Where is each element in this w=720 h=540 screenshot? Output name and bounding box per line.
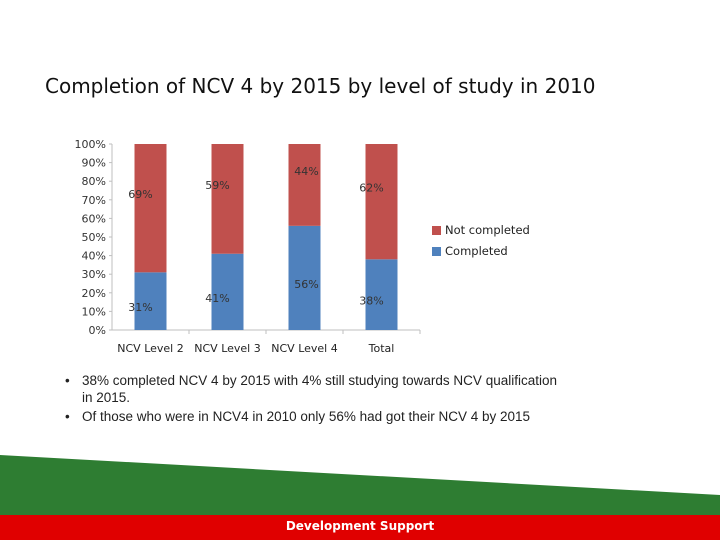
bullet-item: 38% completed NCV 4 by 2015 with 4% stil… [60, 372, 560, 406]
bar-segment-completed [211, 253, 244, 330]
bullet-list: 38% completed NCV 4 by 2015 with 4% stil… [60, 372, 560, 427]
bar-segment-completed [134, 272, 167, 330]
x-tick-label: Total [368, 342, 395, 355]
y-tick-label: 80% [82, 175, 106, 188]
y-tick-label: 50% [82, 231, 106, 244]
data-label: 59% [205, 179, 229, 192]
footer-green-swoosh [0, 455, 720, 515]
legend-swatch [432, 226, 441, 235]
data-label: 69% [128, 188, 152, 201]
legend-label: Completed [445, 244, 508, 258]
data-label: 44% [294, 165, 318, 178]
data-label: 38% [359, 295, 383, 308]
y-tick-label: 100% [75, 138, 106, 151]
bullet-item: Of those who were in NCV4 in 2010 only 5… [60, 408, 560, 425]
legend: Not completed Completed [432, 223, 530, 258]
x-tick-label: NCV Level 4 [271, 342, 337, 355]
data-label: 41% [205, 292, 229, 305]
footer-label: Development Support [285, 519, 435, 533]
y-tick-label: 90% [82, 157, 106, 170]
data-label: 62% [359, 182, 383, 195]
y-tick-label: 70% [82, 194, 106, 207]
y-axis-tick-labels: 0% 10% 20% 30% 40% 50% 60% 70% 80% 90% 100% [75, 138, 112, 337]
y-tick-label: 20% [82, 287, 106, 300]
bar-segment-completed [288, 225, 321, 330]
stacked-bar-chart: 0% 10% 20% 30% 40% 50% 60% 70% 80% 90% 100% 31% 69%… [75, 138, 530, 355]
x-tick-label: NCV Level 3 [194, 342, 260, 355]
bar-segment-not-completed [365, 144, 398, 260]
bar-segment-not-completed [288, 144, 321, 226]
bar-segment-not-completed [211, 144, 244, 254]
bar-segment-not-completed [134, 144, 167, 273]
data-label: 56% [294, 278, 318, 291]
slide-title: Completion of NCV 4 by 2015 by level of … [45, 74, 596, 98]
y-tick-label: 60% [82, 212, 106, 225]
y-tick-label: 0% [89, 324, 106, 337]
legend-label: Not completed [445, 223, 530, 237]
x-axis-category-labels: NCV Level 2 NCV Level 3 NCV Level 4 Total [117, 330, 421, 355]
y-tick-label: 30% [82, 268, 106, 281]
y-tick-label: 10% [82, 305, 106, 318]
bar-segment-completed [365, 259, 398, 330]
bars: 31% 69% 41% 59% 56% 44% 38% 62% [128, 144, 398, 330]
data-label: 31% [128, 301, 152, 314]
x-tick-label: NCV Level 2 [117, 342, 183, 355]
legend-swatch [432, 247, 441, 256]
y-tick-label: 40% [82, 250, 106, 263]
